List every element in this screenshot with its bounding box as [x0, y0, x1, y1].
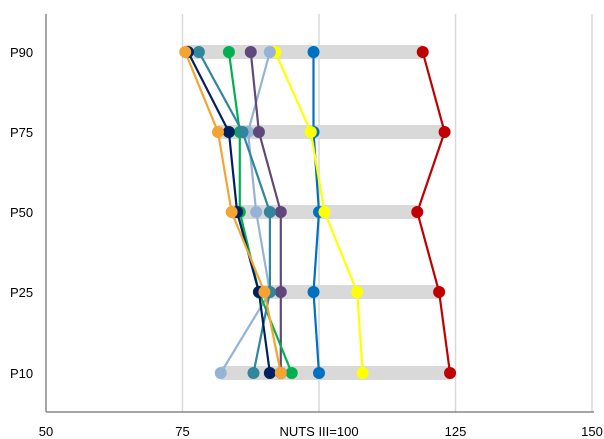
x-tick-label: 75: [175, 424, 189, 439]
data-point: [274, 367, 287, 379]
data-point: [252, 126, 265, 138]
data-point: [222, 46, 235, 58]
data-point: [274, 286, 287, 298]
range-band: [256, 285, 440, 299]
y-tick-label: P75: [10, 125, 33, 140]
series-lines: [179, 46, 457, 379]
y-tick-label: P10: [10, 366, 33, 381]
x-tick-label: 150: [581, 424, 603, 439]
series: [179, 46, 287, 379]
data-point: [433, 286, 446, 298]
range-band: [185, 45, 423, 59]
data-point: [307, 286, 320, 298]
data-point: [211, 126, 224, 138]
y-tick-labels: P90 P75 P50 P25 P10: [10, 45, 33, 381]
grid: [181, 14, 593, 412]
data-point: [438, 126, 451, 138]
data-point: [351, 286, 364, 298]
y-tick-label: P90: [10, 45, 33, 60]
data-point: [263, 206, 276, 218]
data-point: [247, 367, 260, 379]
data-point: [225, 206, 238, 218]
x-tick-label: NUTS III=100: [279, 424, 358, 439]
data-point: [313, 367, 325, 379]
data-point: [244, 46, 257, 58]
x-tick-label: 125: [445, 424, 467, 439]
data-point: [411, 206, 424, 218]
data-point: [192, 46, 205, 58]
data-point: [416, 46, 429, 58]
data-point: [263, 367, 276, 379]
data-point: [236, 126, 249, 138]
range-band: [217, 125, 445, 139]
data-point: [285, 367, 298, 379]
data-point: [179, 46, 192, 58]
data-point: [307, 46, 320, 58]
data-point: [214, 367, 227, 379]
data-point: [444, 367, 457, 379]
series: [411, 46, 457, 379]
x-tick-labels: 50 75 NUTS III=100 125 150: [39, 424, 603, 439]
y-tick-label: P50: [10, 205, 33, 220]
data-point: [356, 367, 369, 379]
data-point: [263, 46, 276, 58]
data-point: [250, 206, 263, 218]
data-point: [274, 206, 287, 218]
data-point: [304, 126, 317, 138]
data-point: [318, 206, 331, 218]
x-tick-label: 50: [39, 424, 53, 439]
y-tick-label: P25: [10, 285, 33, 300]
data-point: [258, 286, 271, 298]
data-point: [222, 126, 235, 138]
